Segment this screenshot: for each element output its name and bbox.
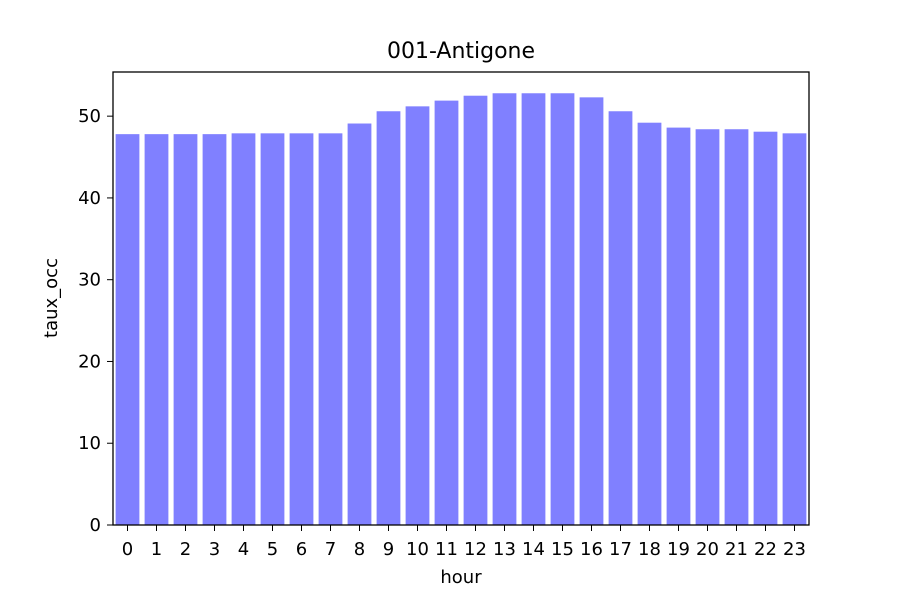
- x-tick-label: 22: [754, 539, 777, 560]
- bar-hour-19: [666, 127, 691, 525]
- bar-hour-1: [144, 134, 169, 525]
- x-tick-label: 3: [209, 539, 220, 560]
- bar-hour-8: [347, 123, 372, 526]
- x-tick-label: 13: [493, 539, 516, 560]
- bar-hour-7: [318, 133, 343, 525]
- bar-hour-6: [289, 133, 314, 525]
- bar-hour-0: [115, 134, 140, 525]
- bar-hour-2: [173, 134, 198, 525]
- bar-hour-10: [405, 106, 430, 525]
- y-axis-label: taux_occ: [41, 258, 62, 338]
- bar-hour-5: [260, 133, 285, 525]
- bar-hour-11: [434, 100, 459, 525]
- x-tick-label: 17: [609, 539, 632, 560]
- x-tick-label: 6: [296, 539, 307, 560]
- y-tick-label: 0: [90, 515, 101, 536]
- x-tick-label: 0: [122, 539, 133, 560]
- x-tick-label: 9: [383, 539, 394, 560]
- x-tick-label: 21: [725, 539, 748, 560]
- bar-hour-4: [231, 133, 256, 525]
- bar-hour-12: [463, 95, 488, 525]
- x-tick-label: 18: [638, 539, 661, 560]
- x-tick-label: 4: [238, 539, 249, 560]
- plot-frame: [112, 71, 810, 526]
- x-tick-label: 1: [151, 539, 162, 560]
- x-tick-label: 23: [783, 539, 806, 560]
- x-tick-label: 12: [464, 539, 487, 560]
- bar-hour-16: [579, 97, 604, 525]
- bar-hour-22: [753, 131, 778, 525]
- chart-title: 001-Antigone: [387, 39, 535, 64]
- x-tick-label: 10: [406, 539, 429, 560]
- x-tick-label: 14: [522, 539, 545, 560]
- x-axis-label: hour: [440, 567, 482, 588]
- x-tick-label: 5: [267, 539, 278, 560]
- x-tick-label: 8: [354, 539, 365, 560]
- x-tick-label: 2: [180, 539, 191, 560]
- y-tick-label: 30: [78, 270, 101, 291]
- bar-hour-18: [637, 122, 662, 526]
- y-tick-label: 40: [78, 188, 101, 209]
- bar-hour-17: [608, 111, 633, 526]
- bar-hour-15: [550, 93, 575, 526]
- y-tick-label: 50: [78, 106, 101, 127]
- bars-group: [115, 93, 807, 526]
- y-tick-label: 10: [78, 433, 101, 454]
- x-tick-label: 15: [551, 539, 574, 560]
- x-tick-label: 16: [580, 539, 603, 560]
- bar-hour-14: [521, 93, 546, 526]
- y-tick-label: 20: [78, 351, 101, 372]
- bar-hour-23: [782, 133, 807, 525]
- bar-hour-9: [376, 111, 401, 526]
- bar-hour-3: [202, 134, 227, 525]
- bar-hour-20: [695, 129, 720, 525]
- x-axis-ticks: 0 1 2 3 4 5 6 7 8 9 10 11 12 13 14 15 16 17 18 19 20 21 22 23: [122, 525, 806, 560]
- x-tick-label: 11: [435, 539, 458, 560]
- bar-hour-21: [724, 129, 749, 525]
- x-tick-label: 20: [696, 539, 719, 560]
- y-axis-ticks: 0 10 20 30 40 50: [78, 106, 113, 536]
- x-tick-label: 7: [325, 539, 336, 560]
- bar-hour-13: [492, 93, 517, 526]
- x-tick-label: 19: [667, 539, 690, 560]
